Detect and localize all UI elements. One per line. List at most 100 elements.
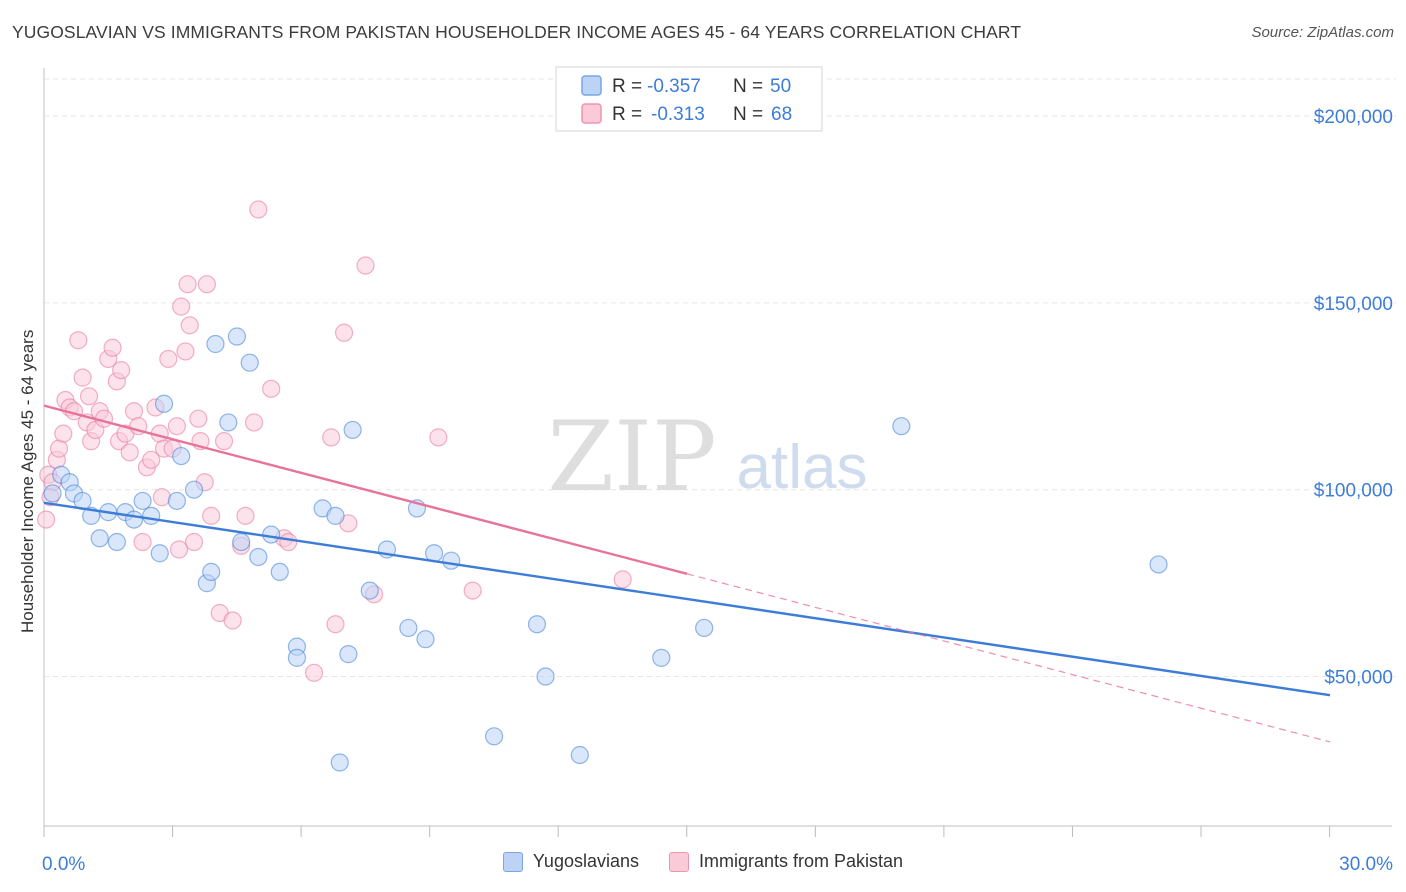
point-pakistan xyxy=(613,570,632,589)
stats-r-label-1: R = xyxy=(612,76,642,97)
legend-swatch-blue xyxy=(502,851,523,872)
stats-legend: R = -0.357 N = 50 R = -0.313 N = 68 xyxy=(555,66,823,132)
point-pakistan xyxy=(54,424,73,443)
point-yugoslavian xyxy=(232,532,251,552)
point-yugoslavian xyxy=(150,544,169,563)
point-yugoslavian xyxy=(442,551,461,570)
point-pakistan xyxy=(73,368,92,387)
legend-label-yugoslavians: Yugoslavians xyxy=(532,851,639,871)
point-yugoslavian xyxy=(326,506,345,525)
point-pakistan xyxy=(69,331,88,350)
watermark-atlas: atlas xyxy=(737,433,868,502)
point-yugoslavian xyxy=(219,413,238,432)
point-pakistan xyxy=(124,402,144,421)
y-tick-label: $150,000 xyxy=(1314,294,1393,315)
watermark: ZIP atlas xyxy=(547,401,867,513)
x-tick-label-min: 0.0% xyxy=(42,854,85,875)
point-yugoslavian xyxy=(892,417,911,436)
legend-item-pakistan: Immigrants from Pakistan xyxy=(669,851,903,872)
tick-labels: $50,000 $100,000 $150,000 $200,000 0.0% 30.0% xyxy=(42,107,1393,875)
point-yugoslavian xyxy=(227,327,246,346)
stats-r-value-1: -0.357 xyxy=(647,76,701,97)
point-pakistan xyxy=(152,488,171,507)
stats-r-label-2: R = xyxy=(612,104,642,125)
y-axis-label: Householder Income Ages 45 - 64 years xyxy=(18,329,37,633)
point-yugoslavian xyxy=(527,615,547,634)
legend-swatch-pink xyxy=(669,851,689,872)
point-pakistan xyxy=(279,532,298,552)
stats-r-value-2: -0.313 xyxy=(651,104,705,125)
trend-lines xyxy=(43,404,1331,743)
point-yugoslavian xyxy=(570,745,589,765)
watermark-zip: ZIP xyxy=(547,401,716,513)
point-pakistan xyxy=(223,611,242,630)
point-pakistan xyxy=(184,532,204,552)
point-yugoslavian xyxy=(107,532,126,552)
point-yugoslavian xyxy=(652,648,671,667)
point-yugoslavian xyxy=(249,547,268,567)
grid-lines xyxy=(44,78,1396,678)
stats-n-value-1: 50 xyxy=(770,76,791,97)
point-yugoslavian xyxy=(270,562,289,582)
point-yugoslavian xyxy=(206,334,225,354)
point-pakistan xyxy=(172,297,191,316)
point-yugoslavian xyxy=(90,529,109,548)
point-pakistan xyxy=(262,379,281,398)
point-pakistan xyxy=(463,581,482,600)
point-pakistan xyxy=(167,417,186,436)
trend-line-pakistan-extrapolated xyxy=(686,573,1331,743)
point-yugoslavian xyxy=(124,510,144,529)
point-yugoslavian xyxy=(172,446,191,466)
point-pakistan xyxy=(334,323,354,342)
axes xyxy=(43,68,1392,837)
y-tick-label: $50,000 xyxy=(1324,668,1393,689)
point-pakistan xyxy=(180,316,199,335)
point-yugoslavian xyxy=(184,480,204,499)
trend-line-yugoslavians xyxy=(43,501,1331,697)
point-yugoslavian xyxy=(202,562,221,582)
point-yugoslavian xyxy=(416,630,435,649)
point-pakistan xyxy=(244,413,264,432)
point-yugoslavian xyxy=(339,645,358,664)
point-pakistan xyxy=(176,342,195,361)
point-yugoslavian xyxy=(360,581,379,600)
stats-swatch-blue xyxy=(581,75,602,96)
stats-swatch-pink xyxy=(581,103,602,124)
point-yugoslavian xyxy=(133,491,152,511)
point-pakistan xyxy=(120,443,139,462)
point-yugoslavian xyxy=(330,753,349,772)
point-pakistan xyxy=(197,275,216,294)
point-pakistan xyxy=(37,510,56,529)
point-pakistan xyxy=(112,361,131,380)
point-pakistan xyxy=(236,506,255,525)
point-yugoslavian xyxy=(240,353,259,372)
trend-line-pakistan xyxy=(43,404,688,575)
point-pakistan xyxy=(142,450,161,469)
point-yugoslavian xyxy=(695,618,714,638)
point-pakistan xyxy=(304,663,324,682)
point-pakistan xyxy=(326,615,345,634)
point-pakistan xyxy=(79,387,99,406)
legend-label-pakistan: Immigrants from Pakistan xyxy=(699,851,904,871)
source-label: Source: ZipAtlas.com xyxy=(1251,24,1394,41)
point-pakistan xyxy=(133,532,152,552)
point-yugoslavian xyxy=(287,648,307,667)
point-yugoslavian xyxy=(343,420,362,440)
point-pakistan xyxy=(249,200,268,219)
stats-n-label-1: N = xyxy=(733,76,763,97)
stats-n-label-2: N = xyxy=(733,104,763,125)
point-pakistan xyxy=(169,540,189,559)
legend-item-yugoslavians: Yugoslavians xyxy=(502,851,639,872)
series-legend: Yugoslavians Immigrants from Pakistan xyxy=(0,851,1406,872)
point-yugoslavian xyxy=(142,506,161,525)
point-yugoslavian xyxy=(262,525,281,544)
y-tick-label: $100,000 xyxy=(1314,481,1393,502)
y-tick-label: $200,000 xyxy=(1314,107,1393,128)
point-pakistan xyxy=(202,506,221,525)
series-yugoslavians-points xyxy=(43,327,1168,772)
point-yugoslavian xyxy=(536,667,555,686)
point-yugoslavian xyxy=(154,394,174,413)
point-yugoslavian xyxy=(167,491,186,511)
point-pakistan xyxy=(322,428,341,447)
